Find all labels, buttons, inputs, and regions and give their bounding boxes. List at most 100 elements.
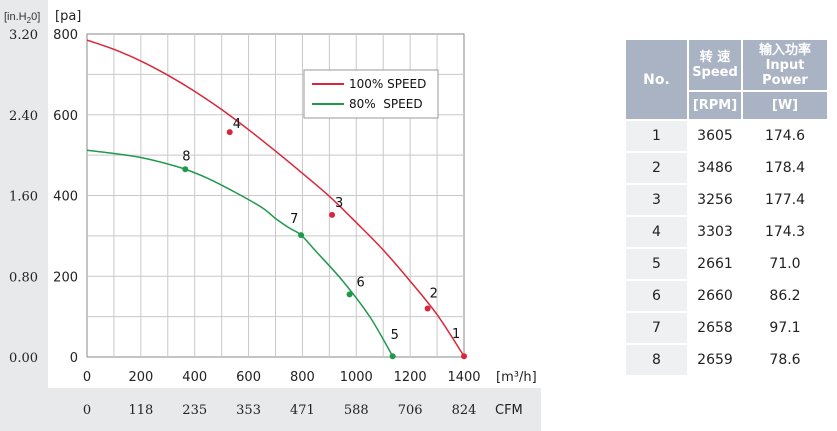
cell-no: 5 bbox=[626, 249, 687, 279]
y-tick-label: 400 bbox=[53, 190, 78, 205]
table-row: 2 3486 178.4 bbox=[626, 153, 827, 183]
header-power: 输入功率 Input Power bbox=[743, 40, 827, 90]
cell-rpm: 3256 bbox=[689, 185, 741, 215]
y-tick-label: 0 bbox=[70, 351, 78, 366]
spec-table: No. 转 速 Speed 输入功率 Input Power [RPM] [W]… bbox=[624, 38, 829, 377]
cell-no: 7 bbox=[626, 313, 687, 343]
secondary-y-tick-labels: 0.00 0.80 1.60 2.40 3.20 bbox=[9, 28, 38, 366]
secondary-x-axis-band bbox=[48, 388, 541, 431]
x-tick-label: 1400 bbox=[447, 370, 480, 385]
fan-performance-chart: 0 200 400 600 800 0.00 0.80 1.60 2.40 3.20 0 200 4… bbox=[0, 0, 541, 431]
y2-tick-label: 0.00 bbox=[9, 351, 38, 366]
table-row: 1 3605 174.6 bbox=[626, 121, 827, 151]
cell-rpm: 3605 bbox=[689, 121, 741, 151]
x-tick-label: 200 bbox=[128, 370, 153, 385]
point-label-4: 4 bbox=[233, 117, 241, 132]
legend-box bbox=[303, 69, 439, 119]
series-line-80 bbox=[86, 149, 394, 357]
cell-rpm: 2661 bbox=[689, 249, 741, 279]
cell-rpm: 2660 bbox=[689, 281, 741, 311]
cell-no: 1 bbox=[626, 121, 687, 151]
y2-tick-label: 0.80 bbox=[9, 270, 38, 285]
header-speed-cn: 转 速 bbox=[699, 50, 731, 65]
y-tick-label: 600 bbox=[53, 109, 78, 124]
x2-tick-label: 235 bbox=[182, 403, 207, 418]
operating-point-6 bbox=[346, 291, 353, 298]
point-label-5: 5 bbox=[391, 328, 399, 343]
x-tick-label: 1200 bbox=[394, 370, 427, 385]
secondary-x-axis-unit: CFM bbox=[495, 403, 523, 418]
table-body: 1 3605 174.6 2 3486 178.4 3 3256 177.4 4 3303 174.3… bbox=[626, 121, 827, 375]
table-row: 4 3303 174.3 bbox=[626, 217, 827, 247]
x-tick-label: 1000 bbox=[340, 370, 373, 385]
cell-rpm: 2658 bbox=[689, 313, 741, 343]
secondary-y-axis-unit: [in.H20] bbox=[4, 11, 40, 25]
point-label-6: 6 bbox=[357, 275, 365, 290]
operating-point-8 bbox=[182, 166, 189, 173]
cell-no: 4 bbox=[626, 217, 687, 247]
cell-no: 8 bbox=[626, 345, 687, 375]
x2-tick-label: 353 bbox=[236, 403, 261, 418]
table-row: 7 2658 97.1 bbox=[626, 313, 827, 343]
y-tick-label: 200 bbox=[53, 270, 78, 285]
point-label-1: 1 bbox=[452, 327, 460, 342]
header-power-en: Input Power bbox=[762, 57, 808, 88]
y2-tick-label: 3.20 bbox=[9, 28, 38, 43]
table-row: 5 2661 71.0 bbox=[626, 249, 827, 279]
operating-point-1 bbox=[461, 353, 467, 360]
operating-point-2 bbox=[424, 305, 431, 312]
cell-no: 6 bbox=[626, 281, 687, 311]
cell-rpm: 3303 bbox=[689, 217, 741, 247]
operating-point-3 bbox=[329, 211, 336, 218]
header-power-unit: [W] bbox=[743, 92, 827, 119]
header-power-cn: 输入功率 bbox=[758, 42, 811, 58]
cell-no: 3 bbox=[626, 185, 687, 215]
point-label-8: 8 bbox=[182, 149, 190, 164]
cell-rpm: 3486 bbox=[689, 153, 741, 183]
primary-y-tick-labels: 0 200 400 600 800 bbox=[53, 28, 78, 366]
primary-x-axis-unit: [m³/h] bbox=[496, 370, 537, 385]
operating-point-5 bbox=[389, 353, 396, 360]
x2-tick-label: 118 bbox=[128, 403, 153, 418]
x-tick-label: 600 bbox=[236, 370, 261, 385]
cell-power: 174.3 bbox=[743, 217, 827, 247]
table-row: 8 2659 78.6 bbox=[626, 345, 827, 375]
legend-label-80: 80% SPEED bbox=[349, 97, 423, 111]
point-label-2: 2 bbox=[430, 287, 438, 302]
operating-point-4 bbox=[226, 129, 233, 136]
x2-tick-label: 0 bbox=[83, 403, 91, 418]
header-speed-unit: [RPM] bbox=[689, 92, 741, 119]
table-row: 3 3256 177.4 bbox=[626, 185, 827, 215]
x-tick-label: 0 bbox=[83, 370, 91, 385]
cell-power: 71.0 bbox=[743, 249, 827, 279]
legend: 100% SPEED 80% SPEED bbox=[303, 69, 439, 119]
cell-power: 86.2 bbox=[743, 281, 827, 311]
y2-tick-label: 2.40 bbox=[9, 109, 38, 124]
x2-tick-label: 706 bbox=[398, 403, 423, 418]
x2-tick-label: 588 bbox=[344, 403, 369, 418]
cell-no: 2 bbox=[626, 153, 687, 183]
point-label-7: 7 bbox=[290, 212, 298, 227]
cell-power: 97.1 bbox=[743, 313, 827, 343]
y2-tick-label: 1.60 bbox=[9, 190, 38, 205]
header-no: No. bbox=[626, 40, 687, 119]
header-speed-en: Speed bbox=[692, 65, 738, 80]
operating-points: 1 2 3 4 5 6 7 8 bbox=[182, 117, 467, 360]
cell-power: 177.4 bbox=[743, 185, 827, 215]
x2-tick-label: 824 bbox=[452, 403, 477, 418]
secondary-x-tick-labels: 0 118 235 353 471 588 706 824 bbox=[83, 403, 477, 418]
curves bbox=[86, 39, 465, 357]
cell-rpm: 2659 bbox=[689, 345, 741, 375]
x-tick-label: 400 bbox=[182, 370, 207, 385]
primary-x-tick-labels: 0 200 400 600 800 1000 1200 1400 bbox=[83, 370, 481, 385]
y-tick-label: 800 bbox=[53, 28, 78, 43]
cell-power: 174.6 bbox=[743, 121, 827, 151]
table-row: 6 2660 86.2 bbox=[626, 281, 827, 311]
primary-y-axis-unit: [pa] bbox=[55, 9, 81, 24]
cell-power: 78.6 bbox=[743, 345, 827, 375]
cell-power: 178.4 bbox=[743, 153, 827, 183]
header-speed: 转 速 Speed bbox=[689, 40, 741, 90]
x-tick-label: 800 bbox=[290, 370, 315, 385]
operating-point-7 bbox=[298, 232, 305, 239]
legend-label-100: 100% SPEED bbox=[349, 77, 426, 91]
